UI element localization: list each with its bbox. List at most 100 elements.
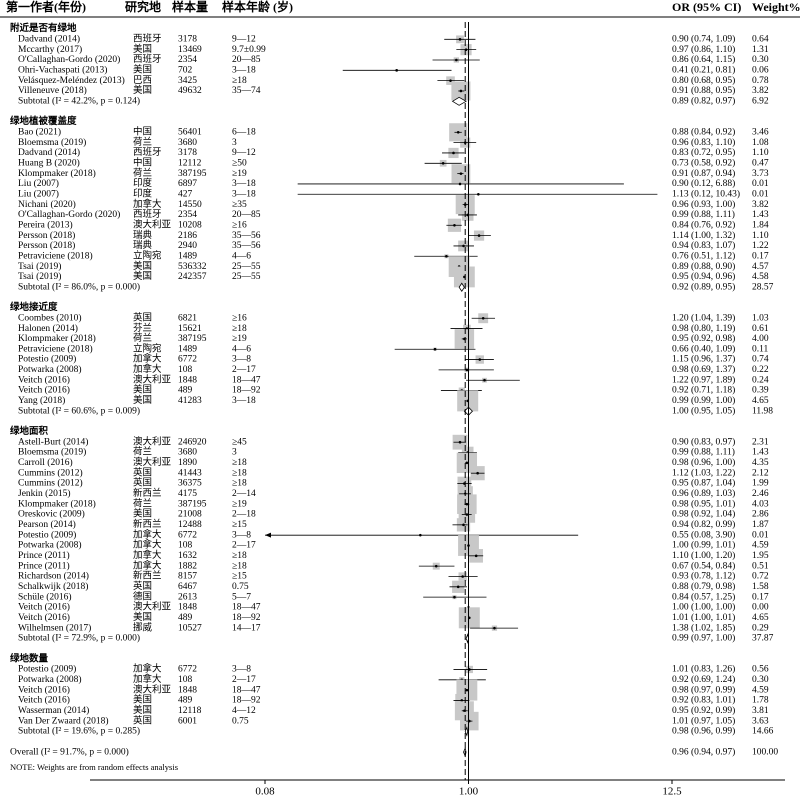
cell-weight: 1.99 <box>752 479 769 489</box>
cell-label: 0.66 (0.40, 1.09) <box>672 343 735 354</box>
cell-n: 41443 <box>178 468 202 478</box>
point-estimate <box>465 368 469 372</box>
cell-weight: 1.31 <box>752 45 769 55</box>
cell-weight: 1.84 <box>752 220 769 230</box>
cell-weight: 1.43 <box>752 210 769 220</box>
cell-author: O'Callaghan-Gordo (2020) <box>18 209 120 220</box>
cell-age: 25—55 <box>232 262 261 272</box>
cell-author: Villeneuve (2018) <box>18 85 87 96</box>
point-estimate <box>474 554 478 558</box>
cell-label: 0.98 (0.80, 1.19) <box>672 323 735 334</box>
cell-weight: 4.58 <box>752 272 769 282</box>
cell-weight: 0.39 <box>752 386 769 396</box>
point-estimate <box>458 38 462 41</box>
cell-author: Petraviciene (2018) <box>18 343 93 354</box>
cell-site: 荷兰 <box>133 497 152 509</box>
cell-age: 20—85 <box>232 55 261 65</box>
cell-weight: 0.72 <box>752 572 769 582</box>
cell-author: Cummins (2012) <box>18 467 83 478</box>
cell-site: 澳大利亚 <box>133 683 172 695</box>
cell-site: 加拿大 <box>133 353 162 365</box>
cell-weight: 4.59 <box>752 685 769 695</box>
cell-weight: 0.01 <box>752 179 769 189</box>
cell-weight: 0.06 <box>752 66 769 76</box>
cell-label: 0.92 (0.83, 1.01) <box>672 695 735 706</box>
cell-label: 1.00 (0.99, 1.01) <box>672 540 735 551</box>
cell-n: 10527 <box>178 623 202 633</box>
cell-weight: 3.82 <box>752 200 769 210</box>
cell-site: 加拿大 <box>133 559 162 571</box>
cell-label: 0.83 (0.72, 0.95) <box>672 147 735 158</box>
cell-label: 0.95 (0.92, 0.99) <box>672 705 735 716</box>
cell-n: 1890 <box>178 458 197 468</box>
subtotal-or: 1.00 (0.95, 1.05) <box>672 405 735 416</box>
cell-site: 美国 <box>133 84 152 96</box>
cell-n: 3178 <box>178 148 197 158</box>
subtotal-weight: 28.57 <box>752 282 774 292</box>
group-name: 绿地植被覆盖度 <box>10 115 77 127</box>
cell-n: 1882 <box>178 561 197 571</box>
cell-label: 0.99 (0.99, 1.00) <box>672 395 735 406</box>
cell-age: 20—85 <box>232 210 261 220</box>
cell-weight: 2.12 <box>752 468 769 478</box>
cell-label: 0.96 (0.93, 1.00) <box>672 199 735 210</box>
cell-site: 加拿大 <box>133 363 162 375</box>
cell-author: Bloemsma (2019) <box>18 137 86 148</box>
cell-author: Ohri-Vachaspati (2013) <box>18 65 107 76</box>
point-estimate <box>478 358 482 361</box>
cell-weight: 0.61 <box>752 324 769 334</box>
point-estimate <box>461 575 464 578</box>
cell-n: 41283 <box>178 396 202 406</box>
cell-n: 246920 <box>178 437 207 447</box>
cell-author: Veitch (2016) <box>18 612 70 623</box>
cell-label: 0.90 (0.12, 6.88) <box>672 178 735 189</box>
cell-site: 巴西 <box>133 75 152 86</box>
subtotal-weight: 14.66 <box>752 727 774 737</box>
point-estimate <box>441 161 445 165</box>
cell-site: 英国 <box>133 311 152 323</box>
cell-label: 0.90 (0.83, 0.97) <box>672 436 735 447</box>
cell-label: 1.13 (0.12, 10.43) <box>672 188 740 199</box>
cell-n: 2613 <box>178 592 197 602</box>
column-header: 样本年龄 (岁) <box>222 0 293 14</box>
point-estimate <box>449 79 452 82</box>
cell-author: Veitch (2016) <box>18 374 70 385</box>
cell-n: 6772 <box>178 355 197 365</box>
cell-label: 0.91 (0.87, 0.94) <box>672 168 735 179</box>
cell-author: Potwarka (2008) <box>18 674 82 685</box>
cell-weight: 0.56 <box>752 665 769 675</box>
cell-n: 12112 <box>178 158 202 168</box>
group-name: 绿地面积 <box>10 425 49 437</box>
cell-weight: 1.03 <box>752 313 769 323</box>
point-estimate <box>452 151 455 155</box>
cell-weight: 3.46 <box>752 127 769 137</box>
cell-site: 新西兰 <box>133 518 162 530</box>
cell-age: 14—17 <box>232 623 261 633</box>
point-estimate <box>419 533 422 537</box>
cell-weight: 0.29 <box>752 623 769 633</box>
cell-author: Potestio (2009) <box>18 529 76 540</box>
cell-age: 18—92 <box>232 386 261 396</box>
cell-age: ≥15 <box>232 520 247 530</box>
cell-label: 0.80 (0.68, 0.95) <box>672 75 735 86</box>
cell-n: 489 <box>178 386 193 396</box>
cell-label: 1.00 (1.00, 1.00) <box>672 602 735 613</box>
cell-label: 0.89 (0.88, 0.90) <box>672 261 735 272</box>
cell-label: 0.98 (0.92, 1.04) <box>672 509 735 520</box>
cell-author: Persson (2018) <box>18 230 75 241</box>
cell-age: ≥18 <box>232 561 247 571</box>
cell-site: 加拿大 <box>133 673 162 685</box>
cell-age: ≥16 <box>232 313 247 323</box>
cell-weight: 0.78 <box>752 76 769 86</box>
cell-site: 美国 <box>133 260 152 272</box>
cell-site: 澳大利亚 <box>133 218 172 230</box>
subtotal-label: Subtotal (I² = 72.9%, p = 0.000) <box>18 633 140 644</box>
cell-site: 印度 <box>133 187 153 199</box>
cell-n: 13469 <box>178 45 202 55</box>
cell-weight: 4.35 <box>752 458 769 468</box>
cell-author: Veitch (2016) <box>18 695 70 706</box>
cell-n: 3178 <box>178 35 197 45</box>
cell-weight: 4.65 <box>752 396 769 406</box>
cell-author: Pearson (2014) <box>18 519 76 530</box>
cell-site: 英国 <box>133 714 152 726</box>
